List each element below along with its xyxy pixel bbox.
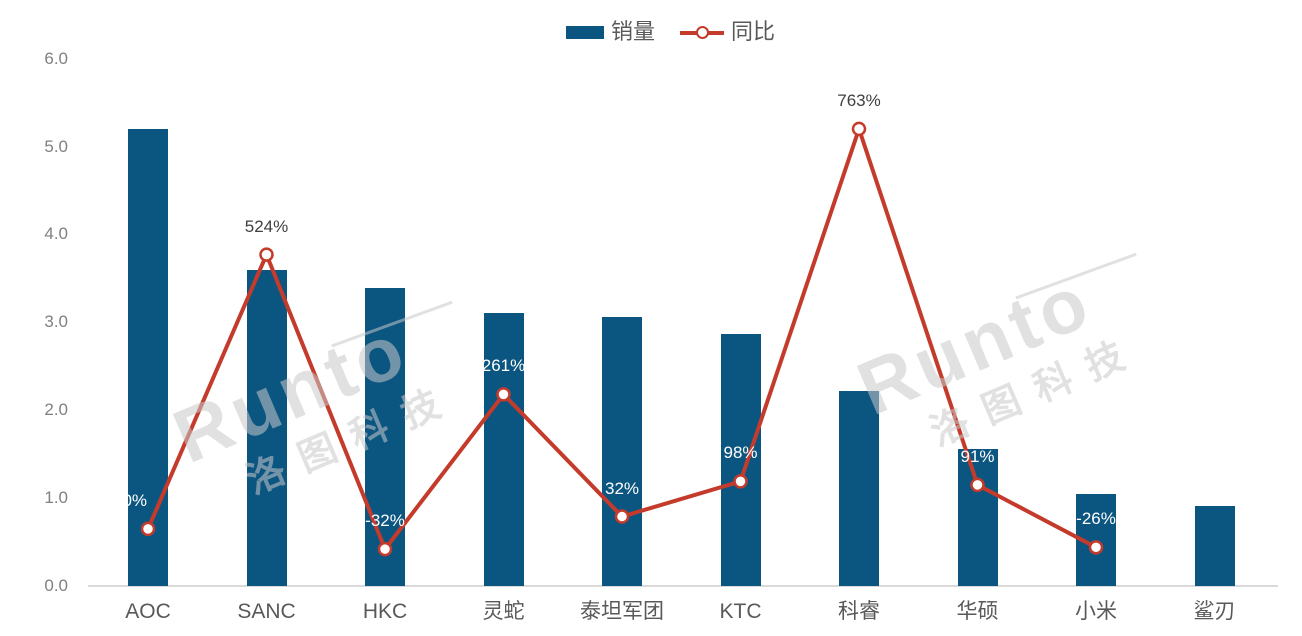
legend-line-dot — [696, 25, 710, 39]
bar — [839, 390, 879, 586]
bar — [483, 312, 524, 586]
yoy-data-label: 10% — [112, 490, 148, 510]
bar — [957, 448, 998, 586]
bar — [602, 317, 642, 586]
x-axis-line — [88, 585, 1278, 587]
bar — [1194, 506, 1235, 586]
line-marker — [377, 541, 393, 557]
sales-bar-swatch-icon — [566, 25, 604, 39]
line-marker — [614, 509, 630, 524]
yoy-data-label: 98% — [723, 443, 758, 463]
line-marker — [259, 247, 274, 262]
bar — [128, 128, 168, 586]
bar — [720, 333, 761, 586]
bar — [365, 288, 405, 586]
yoy-data-label: 32% — [604, 478, 640, 498]
x-axis-category-label: 小米 — [1075, 600, 1117, 623]
x-axis-category-label: 科睿 — [838, 600, 880, 623]
bar — [246, 269, 287, 586]
legend-label-sales: 销量 — [611, 19, 656, 44]
x-axis-category-label: KTC — [719, 600, 762, 623]
y-axis-tick-label: 5.0 — [44, 136, 68, 156]
y-axis-tick-label: 2.0 — [44, 400, 68, 420]
line-marker — [496, 387, 511, 402]
line-marker — [140, 521, 156, 537]
y-axis-tick-label: 3.0 — [44, 312, 68, 332]
x-axis-category-label: 泰坦军团 — [580, 600, 664, 623]
line-marker — [970, 477, 985, 493]
y-axis-tick-label: 4.0 — [44, 224, 68, 244]
yoy-line-marker-icon — [680, 25, 725, 39]
y-axis-tick-label: 0.0 — [44, 576, 68, 595]
yoy-data-label: 524% — [244, 216, 289, 236]
legend: 销量 同比 — [566, 19, 776, 44]
x-axis-category-label: 鲨刃 — [1193, 600, 1236, 623]
yoy-data-label: 763% — [837, 90, 881, 110]
yoy-data-label: -32% — [365, 511, 405, 531]
x-axis-category-label: HKC — [362, 600, 408, 623]
line-marker — [1088, 540, 1104, 555]
yoy-data-label: -26% — [1076, 509, 1116, 529]
yoy-data-label: 261% — [481, 356, 526, 376]
line-marker — [733, 474, 748, 489]
x-axis-category-label: AOC — [125, 600, 171, 623]
x-axis-category-label: 灵蛇 — [482, 600, 525, 623]
legend-label-yoy: 同比 — [731, 19, 776, 44]
y-axis-tick-label: 1.0 — [44, 488, 68, 508]
x-axis-category-label: SANC — [237, 600, 296, 623]
y-axis-tick-label: 6.0 — [44, 48, 68, 68]
line-marker — [851, 121, 867, 137]
yoy-data-label: 91% — [960, 446, 995, 466]
x-axis-category-label: 华硕 — [956, 600, 999, 623]
